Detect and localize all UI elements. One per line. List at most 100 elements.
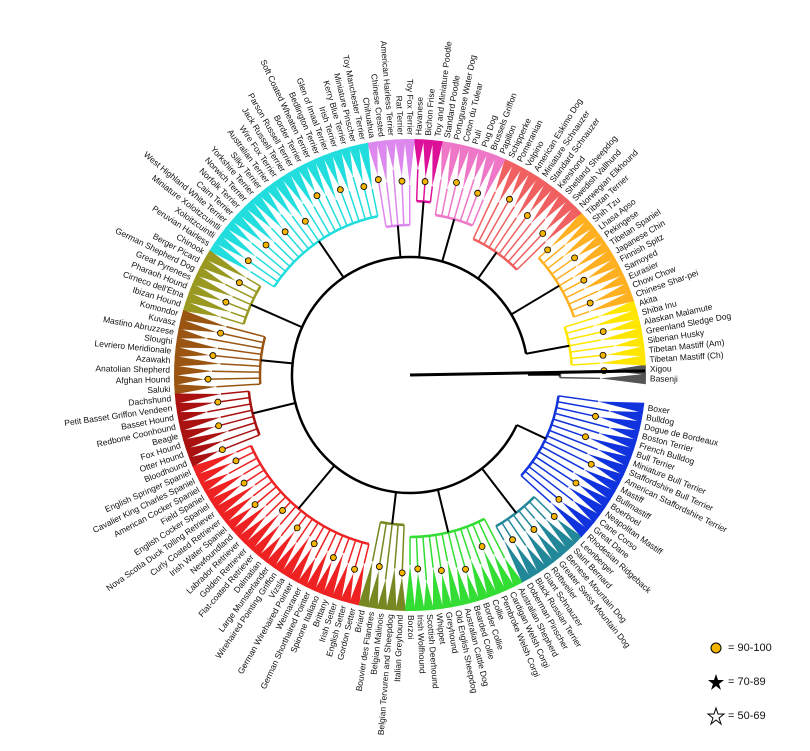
leaf-wedge <box>480 564 498 598</box>
leaf-wedge <box>404 565 416 611</box>
leaf-wedge <box>219 227 257 257</box>
branch <box>217 347 262 356</box>
leaf-wedge <box>495 158 515 192</box>
support-marker <box>218 446 226 454</box>
leaf-wedge <box>174 393 221 404</box>
branch <box>228 422 256 432</box>
support-marker <box>509 536 516 544</box>
support-marker <box>351 565 358 573</box>
support-marker <box>301 217 309 225</box>
leaf-wedge <box>176 328 208 339</box>
leaf-wedge <box>225 220 252 244</box>
branch <box>477 521 495 555</box>
leaf-wedge <box>349 563 365 606</box>
branch <box>265 496 287 518</box>
leaf-wedge <box>296 163 316 193</box>
leaf-wedge <box>404 139 415 186</box>
branch <box>512 514 526 532</box>
leaf-wedge <box>175 402 214 414</box>
branch <box>569 339 601 347</box>
branch <box>279 505 297 525</box>
leaf-wedge <box>367 570 379 609</box>
leaf-wedge <box>587 453 628 476</box>
branch <box>542 244 566 264</box>
leaf-wedge <box>251 193 283 229</box>
leaf-wedge <box>575 241 611 267</box>
branch <box>547 255 564 270</box>
leaf-wedge <box>214 234 246 259</box>
branch <box>250 270 275 288</box>
leaf-wedge <box>597 449 632 467</box>
leaf-wedge <box>395 576 406 611</box>
branch <box>516 241 546 271</box>
branch <box>220 409 253 418</box>
support-marker <box>586 299 594 307</box>
leaf-wedge <box>561 501 595 531</box>
leaf-wedge <box>483 550 507 595</box>
leaf-wedge <box>251 524 281 557</box>
clade-stem <box>477 251 498 280</box>
support-marker <box>204 375 212 383</box>
leaf-wedge <box>545 205 582 242</box>
leaf-wedge <box>174 374 205 386</box>
leaf-wedge <box>357 142 373 189</box>
leaf-wedge <box>195 266 226 285</box>
branch <box>352 176 366 220</box>
branch <box>558 395 599 403</box>
branch <box>220 316 244 325</box>
leaf-wedge <box>599 417 642 432</box>
leaf-wedge <box>395 139 406 178</box>
breed-label: Boxer <box>647 403 671 416</box>
support-marker <box>244 257 252 265</box>
support-marker <box>550 513 558 520</box>
support-marker <box>375 563 383 570</box>
branch <box>226 325 266 338</box>
branch <box>531 461 569 488</box>
leaf-wedge <box>598 401 645 413</box>
support-marker <box>398 177 406 185</box>
leaf-wedge <box>514 543 540 579</box>
leaf-wedge <box>545 519 576 551</box>
branch <box>459 178 475 222</box>
leaf-wedge <box>457 144 471 179</box>
leaf-wedge <box>531 187 562 224</box>
leaf-wedge <box>432 567 444 610</box>
leaf-wedge <box>258 535 282 563</box>
support-marker <box>571 254 578 262</box>
branch <box>573 310 590 318</box>
support-marker <box>580 276 588 284</box>
leaf-wedge <box>573 500 601 524</box>
leaf-wedge <box>599 433 638 450</box>
clade-stem <box>250 303 303 329</box>
leaf-wedge <box>367 141 378 176</box>
leaf-wedge <box>609 427 640 441</box>
support-marker <box>279 507 286 514</box>
support-marker <box>222 298 230 306</box>
leaf-wedge <box>483 155 506 200</box>
leaf-wedge <box>358 561 373 608</box>
branch <box>434 179 442 216</box>
leaf-wedge <box>545 199 576 231</box>
leaf-wedge <box>462 146 480 189</box>
branch <box>422 536 428 581</box>
branch <box>558 276 574 287</box>
leaf-wedge <box>474 149 489 180</box>
leaf-wedge <box>192 452 237 476</box>
leaf-wedge <box>188 283 223 301</box>
support-marker <box>437 567 445 574</box>
branch <box>546 435 588 455</box>
leaf-wedge <box>265 182 293 216</box>
branch <box>557 401 609 412</box>
clade-stem <box>317 240 345 279</box>
leaf-wedge <box>288 547 313 583</box>
leaf-wedge <box>183 430 229 450</box>
support-marker <box>530 526 538 533</box>
support-marker <box>251 501 259 508</box>
clade-stem <box>297 464 336 510</box>
leaf-wedge <box>568 487 606 516</box>
leaf-wedge <box>185 440 224 459</box>
support-marker <box>599 351 607 359</box>
leaf-wedge <box>322 552 344 598</box>
leaf-wedge <box>231 505 267 538</box>
legend: = 90-100 = 70-89 = 50-69 <box>706 642 772 726</box>
